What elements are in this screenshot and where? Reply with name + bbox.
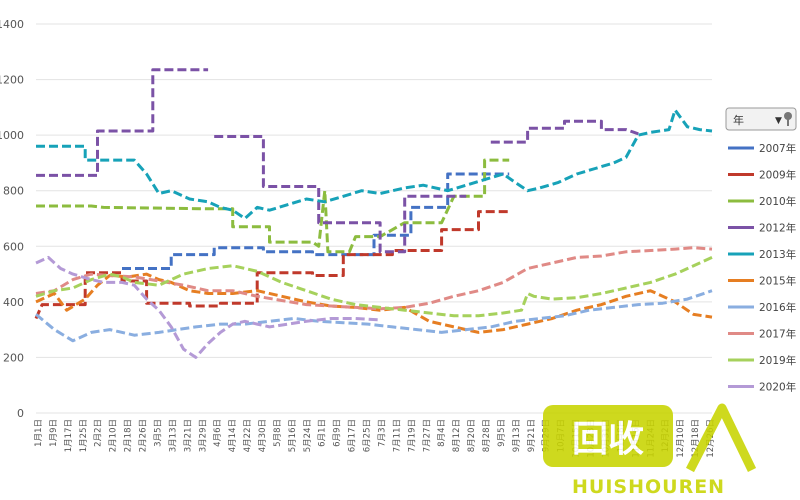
x-tick-label: 4月6日 <box>213 419 223 447</box>
x-tick-label: 6月25日 <box>363 419 373 452</box>
y-tick-label: 600 <box>3 240 24 253</box>
x-tick-label: 7月19日 <box>407 419 417 452</box>
dropdown-arrow-icon: ▼ <box>775 116 782 126</box>
x-tick-label: 3月5日 <box>153 419 163 447</box>
legend-label: 2016年 <box>759 301 796 314</box>
legend-label: 2015年 <box>759 275 796 288</box>
x-tick-label: 8月28日 <box>482 419 492 452</box>
x-tick-label: 2月10日 <box>109 419 119 452</box>
watermark: 回收 HUISHOUREN <box>543 403 757 498</box>
x-tick-label: 6月1日 <box>318 419 328 447</box>
watermark-logo-box <box>543 405 673 467</box>
x-tick-label: 12月18日 <box>691 419 701 458</box>
x-tick-label: 7月11日 <box>392 419 402 452</box>
x-tick-label: 8月12日 <box>452 419 462 452</box>
x-tick-label: 1月9日 <box>49 419 59 447</box>
x-tick-label: 4月30日 <box>258 419 268 452</box>
x-tick-label: 12月10日 <box>676 419 686 458</box>
x-tick-label: 6月9日 <box>333 419 343 447</box>
x-tick-label: 6月17日 <box>348 419 358 452</box>
filter-icon <box>784 112 792 120</box>
series-line-9 <box>35 246 713 311</box>
watermark-logo-chars: 回收 <box>572 419 644 460</box>
y-tick-label: 1200 <box>0 74 24 87</box>
x-tick-label: 1月17日 <box>64 419 74 452</box>
x-tick-label: 2月2日 <box>94 419 104 447</box>
legend: 2007年 2009年 2010年 2012年 2013年 2015年 2016年 2017年… <box>728 142 796 394</box>
series-lines <box>34 68 713 359</box>
legend-label: 2012年 <box>759 222 796 235</box>
series-line-0 <box>122 172 510 270</box>
y-tick-label: 200 <box>3 351 24 364</box>
x-tick-label: 7月27日 <box>422 419 432 452</box>
x-tick-label: 1月1日 <box>34 419 44 447</box>
legend-filter-label: 年 <box>733 113 744 127</box>
x-tick-label: 9月13日 <box>512 419 522 452</box>
x-tick-label: 4月22日 <box>243 419 253 452</box>
gridlines <box>36 23 712 414</box>
y-tick-label: 1400 <box>0 18 24 31</box>
series-line-5 <box>490 119 639 144</box>
y-tick-label: 1000 <box>0 129 24 142</box>
y-axis: 0 200 400 600 800 1000 1200 1400 <box>0 18 24 420</box>
series-line-6 <box>36 108 713 220</box>
y-tick-label: 0 <box>17 407 24 420</box>
x-tick-label: 5月24日 <box>303 419 313 452</box>
series-line-8 <box>35 289 713 343</box>
x-tick-label: 8月20日 <box>467 419 477 452</box>
watermark-brand: HUISHOUREN <box>572 476 725 498</box>
legend-label: 2013年 <box>759 248 796 261</box>
x-tick-label: 3月21日 <box>183 419 193 452</box>
x-tick-label: 9月21日 <box>527 419 537 452</box>
x-tick-label: 1月25日 <box>79 419 89 452</box>
x-tick-label: 4月14日 <box>228 419 238 452</box>
series-line-3 <box>36 68 209 177</box>
x-tick-label: 2月18日 <box>124 419 134 452</box>
watermark-mountain-icon <box>686 403 757 473</box>
legend-label: 2017年 <box>759 328 796 341</box>
x-tick-label: 7月3日 <box>377 419 387 447</box>
series-line-10 <box>35 256 713 318</box>
legend-label: 2009年 <box>759 169 796 182</box>
series-line-4 <box>214 135 467 254</box>
x-tick-label: 9月5日 <box>497 419 507 447</box>
x-tick-label: 3月29日 <box>198 419 208 452</box>
x-tick-label: 2月26日 <box>139 419 149 452</box>
series-line-11 <box>35 255 381 359</box>
legend-filter-button[interactable]: 年 ▼ <box>725 107 797 131</box>
legend-label: 2020年 <box>759 381 796 394</box>
legend-label: 2019年 <box>759 354 796 367</box>
x-tick-label: 8月4日 <box>437 419 447 447</box>
y-tick-label: 400 <box>3 296 24 309</box>
x-tick-label: 5月16日 <box>288 419 298 452</box>
y-tick-label: 800 <box>3 185 24 198</box>
legend-label: 2010年 <box>759 195 796 208</box>
x-tick-label: 5月8日 <box>273 419 283 447</box>
series-line-1 <box>34 210 510 320</box>
x-tick-label: 3月13日 <box>168 419 178 452</box>
legend-label: 2007年 <box>759 142 796 155</box>
